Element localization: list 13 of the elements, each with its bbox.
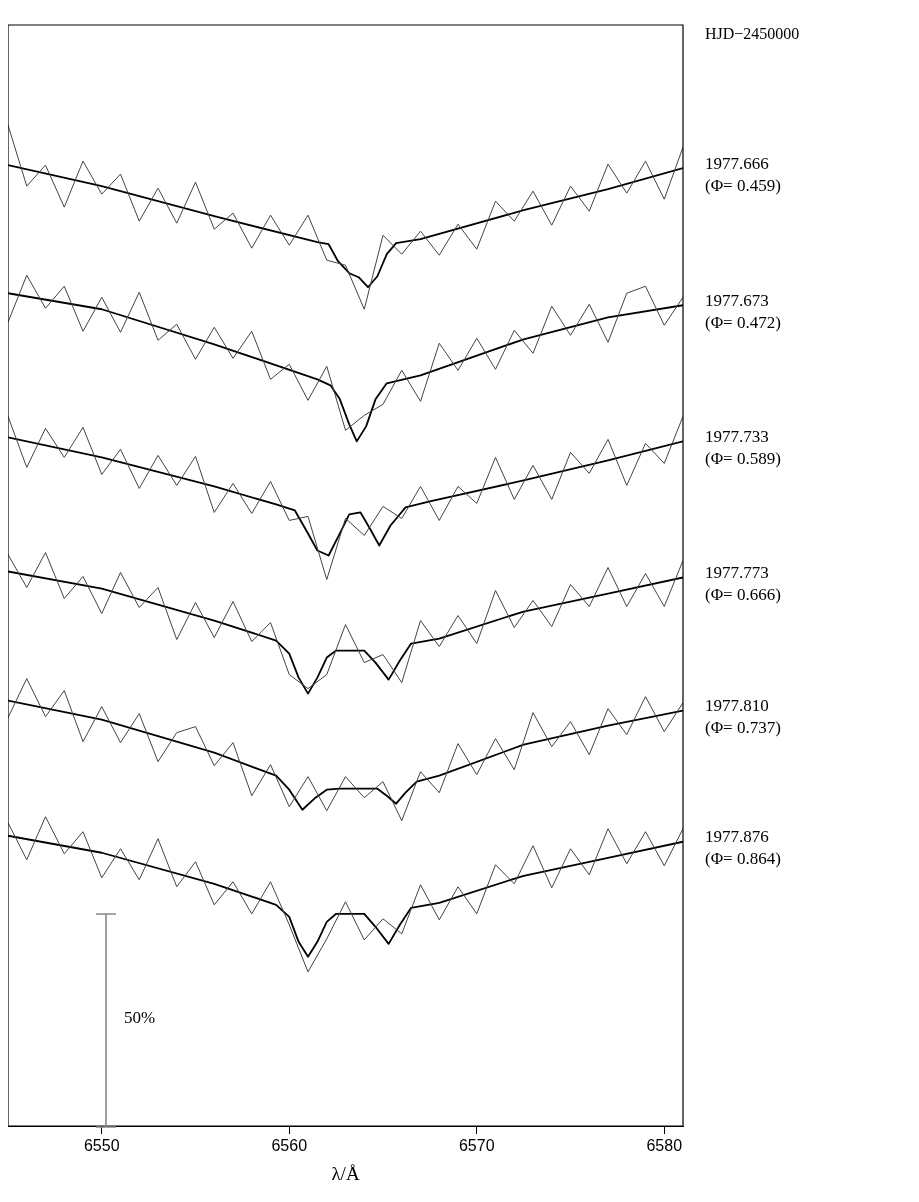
series-label: 1977.876 (Φ= 0.864) <box>705 827 781 869</box>
x-tick-label: 6550 <box>83 1137 120 1155</box>
series-label: 1977.666 (Φ= 0.459) <box>705 153 781 195</box>
x-tick-label: 6560 <box>271 1137 308 1155</box>
x-tick-label: 6570 <box>458 1137 495 1155</box>
x-axis-title: λ/Å <box>331 1162 360 1184</box>
x-tick-label: 6580 <box>646 1137 683 1155</box>
series-label: 1977.733 (Φ= 0.589) <box>705 426 781 468</box>
series-label: 1977.773 (Φ= 0.666) <box>705 562 781 604</box>
series-label: 1977.673 (Φ= 0.472) <box>705 290 781 332</box>
text: HJD−2450000 <box>705 25 800 43</box>
series-label: 1977.810 (Φ= 0.737) <box>705 696 781 738</box>
annotation: 50% <box>124 1008 156 1028</box>
